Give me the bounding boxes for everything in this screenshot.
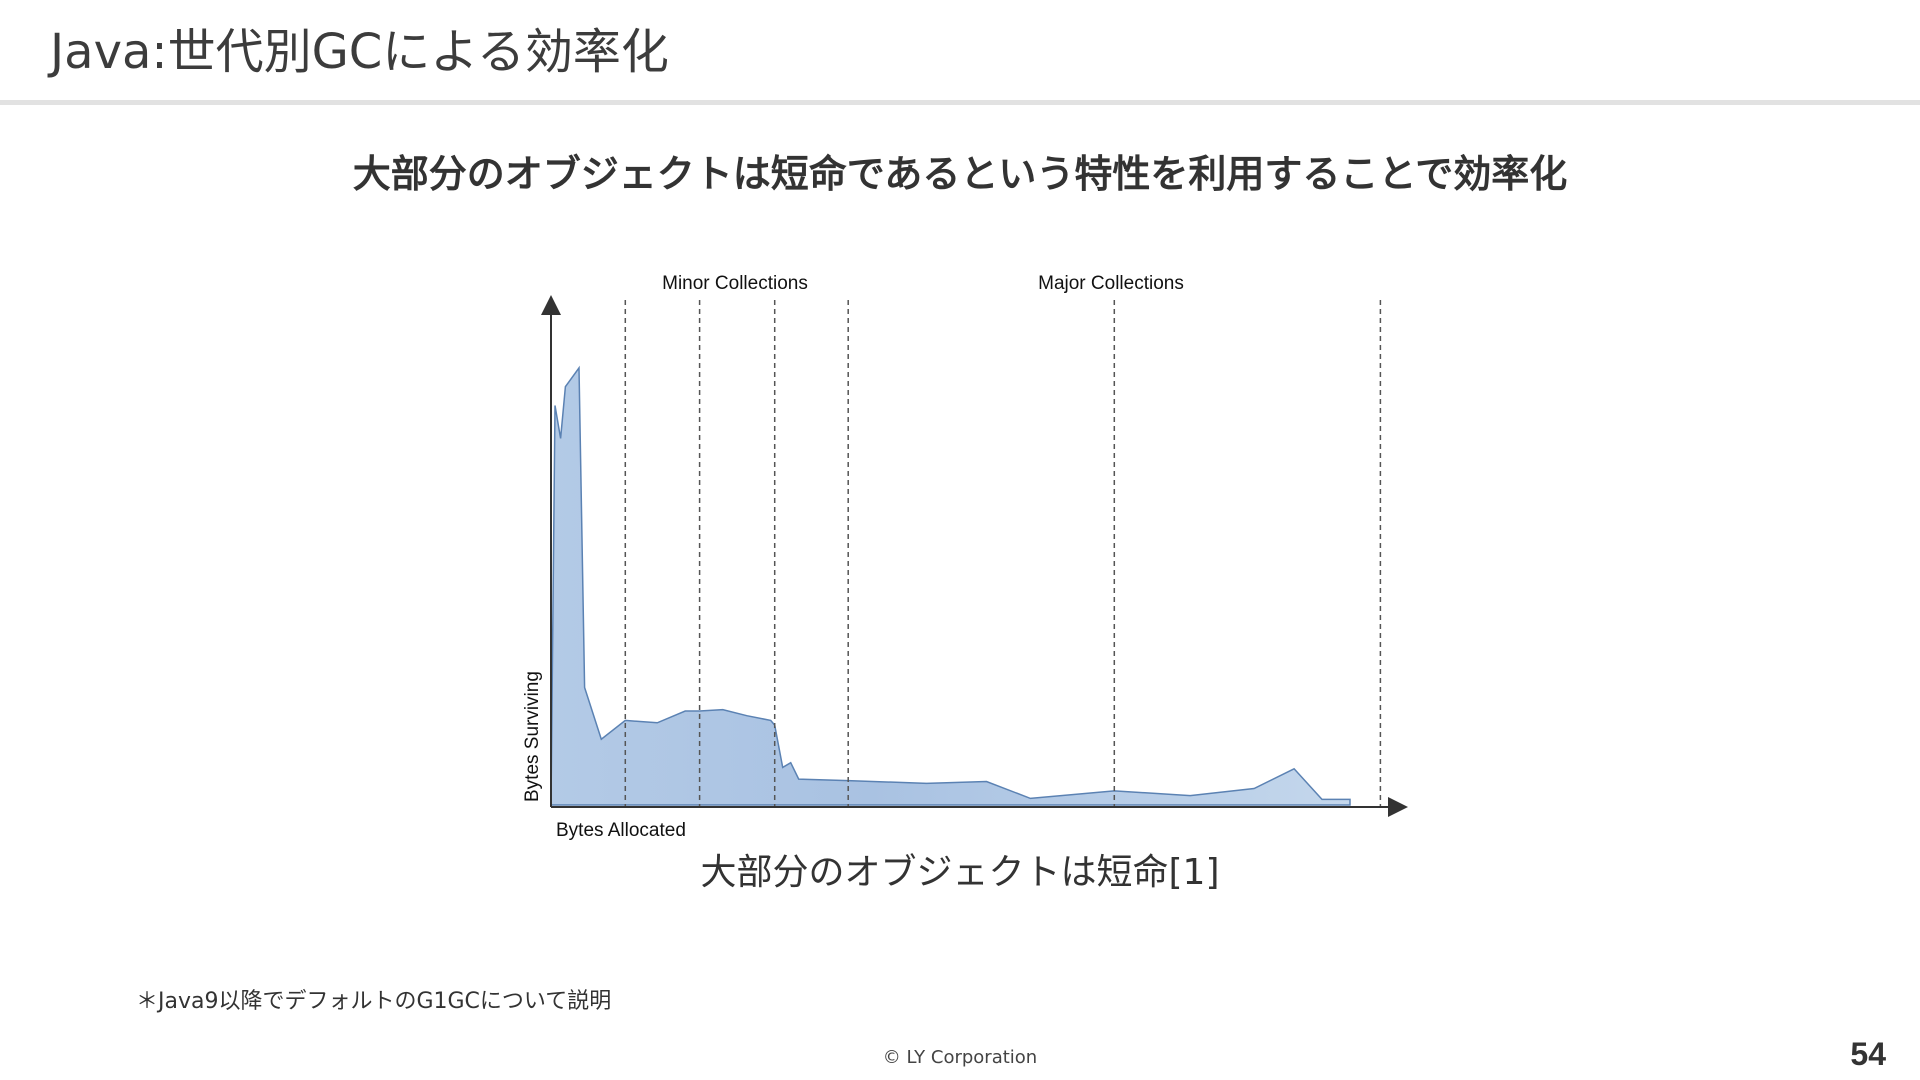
title-divider [0,100,1920,105]
slide-title: Java:世代別GCによる効率化 [50,24,669,80]
y-axis-label: Bytes Surviving [522,671,543,802]
minor-collections-label: Minor Collections [662,273,808,294]
footnote: ＊Java9以降でデフォルトのG1GCについて説明 [136,989,612,1014]
collection-boundaries [624,300,1382,807]
page-number: 54 [1850,1036,1886,1072]
copyright-notice: © LY Corporation [882,1047,1038,1068]
figure-caption: 大部分のオブジェクトは短命[1] [700,852,1220,893]
x-axis-label: Bytes Allocated [556,820,686,841]
major-collections-label: Major Collections [1038,273,1184,294]
slide-headline: 大部分のオブジェクトは短命であるという特性を利用することで効率化 [352,152,1568,196]
surviving-bytes-area [550,365,1351,806]
